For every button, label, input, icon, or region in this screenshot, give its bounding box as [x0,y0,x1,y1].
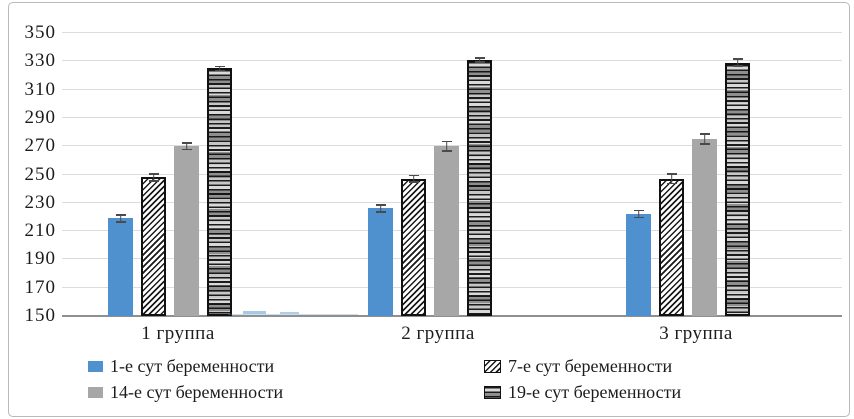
scan-artifact [228,314,358,315]
bar-solid-gray [692,133,717,316]
bar-solid-gray [174,141,199,316]
bar-solid-blue [626,209,651,316]
error-bar-stem [218,65,221,72]
legend-item: 1-е сут беременности [88,356,484,377]
gridline [62,32,842,33]
bar-cluster [368,57,492,316]
gridline [62,116,842,118]
bar-fill [626,214,651,316]
error-bar [699,133,710,145]
bar-fill [401,178,426,316]
bar-fill [692,139,717,316]
legend-label: 14-е сут беременности [110,381,284,402]
error-bar [181,141,192,151]
error-bar-stem [478,57,481,63]
error-bar [732,58,743,67]
error-bar [408,174,419,183]
bar-diagonal-hatch [141,173,166,316]
bar-fill [141,177,166,316]
scan-artifact [280,312,299,314]
bar-cluster [626,58,750,316]
legend-swatch-diagonal-hatch [484,359,501,373]
error-bar [633,209,644,219]
bar-fill [207,68,232,316]
y-tick-label: 310 [24,78,56,100]
x-category-label: 1 группа [141,323,215,344]
legend-item: 19-е сут беременности [484,382,681,403]
error-bar [115,214,126,223]
error-bar [148,173,159,182]
legend-item: 14-е сут беременности [88,382,484,403]
bar-diagonal-hatch [659,173,684,316]
error-bar-stem [637,209,640,219]
gridline [62,145,842,147]
legend-label: 19-е сут беременности [508,381,682,402]
bar-horizontal-hatch [207,65,232,316]
x-axis-line [62,315,842,317]
error-bar-stem [703,133,706,145]
legend-label: 7-е сут беременности [508,355,673,376]
x-category-label: 3 группа [659,323,733,344]
error-bar-stem [670,173,673,185]
error-bar-stem [185,141,188,151]
gridline [62,60,842,62]
bar-fill [108,218,133,316]
error-bar [375,204,386,213]
bar-solid-gray [434,140,459,316]
y-tick-label: 170 [24,276,56,298]
legend: 1-е сут беременности 7-е сут беременности… [88,353,681,405]
error-bar-stem [445,140,448,152]
x-category-label: 2 группа [401,323,475,344]
error-bar-stem [379,204,382,213]
error-bar [441,140,452,152]
y-tick-label: 210 [24,220,56,242]
legend-item: 7-е сут беременности [484,356,681,377]
bar-fill [725,62,750,316]
plot-area [62,32,842,317]
gridline [62,88,842,90]
legend-swatch-solid-gray [88,386,103,398]
bar-horizontal-hatch [725,58,750,316]
legend-swatch-horizontal-hatch [484,385,501,399]
y-tick-label: 330 [24,50,56,72]
legend-label: 1-е сут беременности [110,355,275,376]
bar-solid-blue [108,214,133,316]
error-bar-stem [119,214,122,223]
bar-diagonal-hatch [401,174,426,316]
bar-cluster [108,65,232,316]
error-bar [214,65,225,72]
y-tick-label: 150 [24,305,56,326]
y-tick-label: 270 [24,135,56,157]
y-tick-label: 290 [24,106,56,128]
bar-fill [659,178,684,316]
bar-fill [368,208,393,316]
error-bar [474,57,485,63]
bar-fill [434,146,459,316]
error-bar [666,173,677,185]
y-tick-label: 250 [24,163,56,185]
y-tick-label: 350 [24,22,56,43]
legend-swatch-solid-blue [88,360,103,372]
error-bar-stem [412,174,415,183]
y-tick-label: 190 [24,248,56,270]
bar-fill [467,59,492,316]
error-bar-stem [736,58,739,67]
y-tick-label: 230 [24,191,56,213]
bar-horizontal-hatch [467,57,492,316]
scan-artifact [243,311,266,314]
bar-fill [174,146,199,316]
error-bar-stem [152,173,155,182]
bar-solid-blue [368,204,393,316]
